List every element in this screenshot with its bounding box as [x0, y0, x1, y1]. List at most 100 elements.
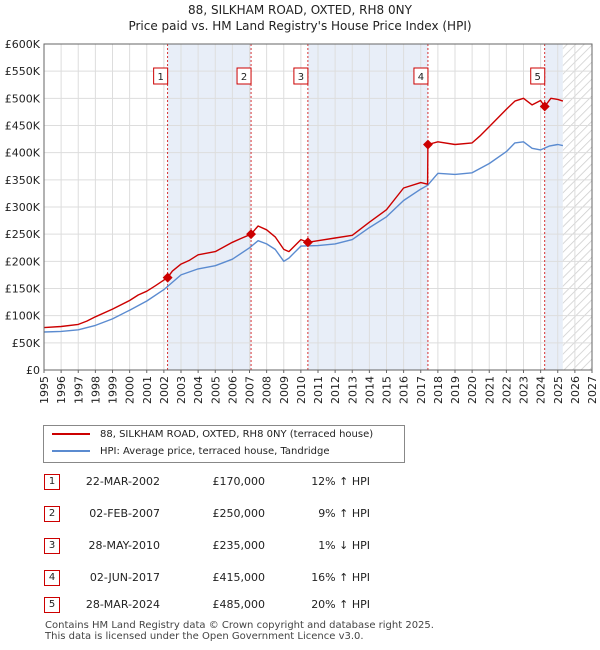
legend-label-hpi: HPI: Average price, terraced house, Tand…: [100, 446, 330, 457]
sale-price: £250,000: [212, 507, 266, 520]
sale-hpi-change: 9% ↑ HPI: [318, 507, 370, 520]
sale-marker: [302, 237, 313, 248]
sale-hpi-change: 1% ↓ HPI: [318, 539, 370, 552]
x-tick-label: 2023: [518, 376, 531, 404]
sale-date: 02-JUN-2017: [89, 571, 160, 584]
sale-date: 02-FEB-2007: [89, 507, 160, 520]
sale-date: 28-MAR-2024: [85, 598, 160, 611]
y-tick-label: £450K: [5, 120, 41, 133]
x-tick-label: 2020: [466, 376, 479, 404]
x-tick-label: 2005: [209, 376, 222, 404]
sale-badge-chart: 1: [153, 67, 169, 85]
x-tick-label: 2010: [295, 376, 308, 404]
sale-badge-label: 1: [157, 72, 163, 83]
x-tick-label: 2026: [569, 376, 582, 404]
sale-badge-label: 5: [535, 72, 541, 83]
sale-badge: 5: [44, 597, 60, 613]
chart-title-line2: Price paid vs. HM Land Registry's House …: [128, 19, 472, 33]
y-tick-label: £300K: [5, 201, 41, 214]
x-tick-label: 1997: [72, 376, 85, 404]
sale-price: £235,000: [212, 539, 266, 552]
price-chart: 1 2 3 4 5 £0 £50K £100K £150K £200K £250K £300K £35…: [5, 38, 599, 404]
legend: 88, SILKHAM ROAD, OXTED, RH8 0NY (terrac…: [43, 425, 405, 463]
sale-hpi-change: 12% ↑ HPI: [311, 475, 370, 488]
sale-date: 22-MAR-2002: [85, 475, 160, 488]
y-tick-label: £550K: [5, 65, 41, 78]
x-tick-label: 2024: [535, 376, 548, 404]
x-tick-label: 2003: [175, 376, 188, 404]
y-tick-label: £0: [26, 364, 40, 377]
sale-marker: [162, 272, 173, 283]
sale-row: 3 28-MAY-2010 £235,000 1% ↓ HPI: [0, 536, 600, 556]
x-tick-label: 2000: [124, 376, 137, 404]
sale-badge-chart: 2: [236, 67, 252, 85]
x-tick-label: 2017: [415, 376, 428, 404]
y-tick-label: £400K: [5, 147, 41, 160]
sale-badge-chart: 5: [530, 67, 546, 85]
chart-title-line1: 88, SILKHAM ROAD, OXTED, RH8 0NY: [188, 3, 412, 17]
x-tick-label: 2018: [432, 376, 445, 404]
sale-row: 5 28-MAR-2024 £485,000 20% ↑ HPI: [0, 595, 600, 615]
x-tick-label: 2021: [483, 376, 496, 404]
x-tick-label: 2002: [158, 376, 171, 404]
sale-badge: 1: [44, 474, 60, 490]
legend-item-property: 88, SILKHAM ROAD, OXTED, RH8 0NY (terrac…: [52, 427, 373, 443]
property-price-line: [44, 97, 564, 329]
sale-row: 4 02-JUN-2017 £415,000 16% ↑ HPI: [0, 568, 600, 588]
sale-badge-box: [293, 67, 309, 85]
x-tick-label: 1995: [38, 376, 51, 404]
x-tick-label: 2014: [363, 376, 376, 404]
footer: Contains HM Land Registry data © Crown c…: [45, 620, 434, 642]
sale-badge-chart: 3: [293, 67, 309, 85]
y-tick-label: £150K: [5, 283, 41, 296]
legend-swatch-hpi: [52, 450, 90, 452]
legend-swatch-property: [52, 433, 90, 435]
legend-item-hpi: HPI: Average price, terraced house, Tand…: [52, 444, 329, 460]
sale-marker: [422, 139, 433, 150]
sale-price: £170,000: [212, 475, 266, 488]
footer-line2: This data is licensed under the Open Gov…: [45, 631, 364, 642]
sale-badge-label: 4: [418, 72, 424, 83]
x-tick-label: 1998: [89, 376, 102, 404]
chart-title: 88, SILKHAM ROAD, OXTED, RH8 0NY Price p…: [0, 2, 600, 34]
x-tick-label: 2004: [192, 376, 205, 404]
x-tick-label: 2007: [244, 376, 257, 404]
y-tick-label: £200K: [5, 255, 41, 268]
x-tick-label: 2025: [552, 376, 565, 404]
sale-badge: 2: [44, 506, 60, 522]
sale-marker: [539, 101, 550, 112]
x-tick-label: 2015: [381, 376, 394, 404]
sale-badge-label: 3: [298, 72, 304, 83]
hpi-line: [44, 141, 564, 333]
sale-price: £485,000: [212, 598, 266, 611]
y-tick-label: £250K: [5, 228, 41, 241]
x-tick-label: 2027: [586, 376, 599, 404]
x-tick-label: 2009: [278, 376, 291, 404]
legend-label-property: 88, SILKHAM ROAD, OXTED, RH8 0NY (terrac…: [100, 429, 374, 440]
x-tick-label: 2016: [398, 376, 411, 404]
x-tick-label: 2012: [329, 376, 342, 404]
x-tick-label: 2011: [312, 376, 325, 404]
sale-row: 2 02-FEB-2007 £250,000 9% ↑ HPI: [0, 504, 600, 524]
sale-badge-box: [153, 67, 169, 85]
x-tick-label: 2008: [261, 376, 274, 404]
sale-badge-box: [413, 67, 429, 85]
x-tick-label: 1999: [107, 376, 120, 404]
x-tick-label: 1996: [55, 376, 68, 404]
x-tick-label: 2013: [346, 376, 359, 404]
sale-badge-box: [530, 67, 546, 85]
y-tick-label: £100K: [5, 310, 41, 323]
sale-badge: 4: [44, 570, 60, 586]
y-tick-label: £50K: [12, 337, 41, 350]
sale-badge: 3: [44, 538, 60, 554]
sale-badge-label: 2: [241, 72, 247, 83]
sale-row: 1 22-MAR-2002 £170,000 12% ↑ HPI: [0, 472, 600, 492]
footer-line1: Contains HM Land Registry data © Crown c…: [45, 620, 434, 631]
x-tick-label: 2006: [226, 376, 239, 404]
sale-price: £415,000: [212, 571, 266, 584]
sale-badge-chart: 4: [413, 67, 429, 85]
sale-hpi-change: 16% ↑ HPI: [311, 571, 370, 584]
sale-hpi-change: 20% ↑ HPI: [311, 598, 370, 611]
y-tick-label: £350K: [5, 174, 41, 187]
sale-badge-box: [236, 67, 252, 85]
